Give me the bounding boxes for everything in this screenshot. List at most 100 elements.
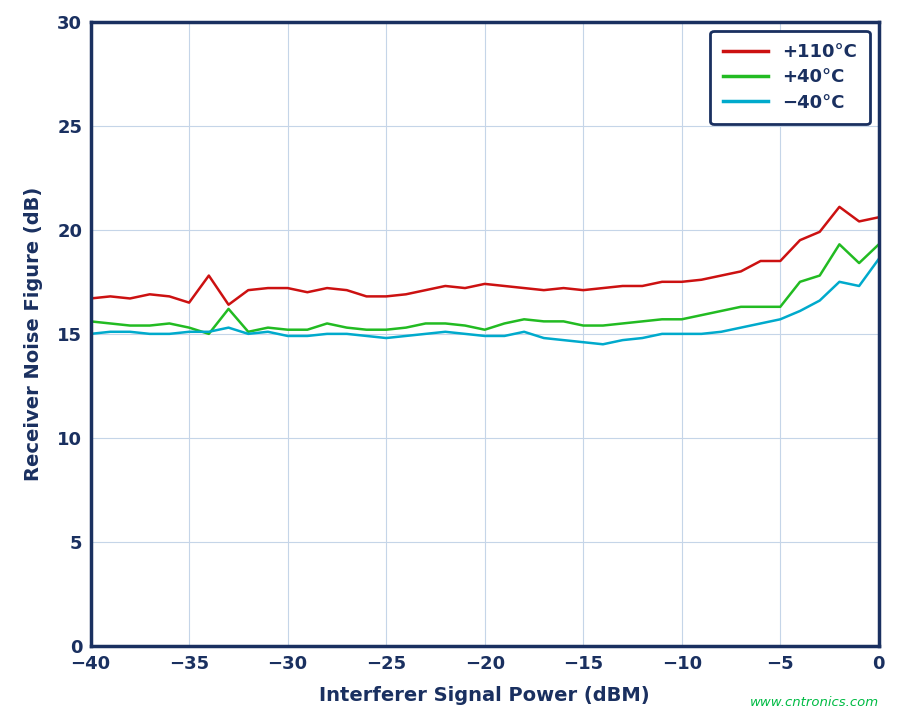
+40°C <box>676 315 687 324</box>
+40°C <box>775 302 786 311</box>
−40°C <box>756 319 766 327</box>
+110°C <box>499 281 510 290</box>
+110°C <box>637 281 648 290</box>
−40°C <box>203 327 214 336</box>
+110°C <box>322 284 333 292</box>
−40°C <box>775 315 786 324</box>
+110°C <box>164 292 175 301</box>
+110°C <box>459 284 470 292</box>
−40°C <box>853 281 864 290</box>
+40°C <box>302 325 313 334</box>
+110°C <box>756 256 766 265</box>
+40°C <box>479 325 490 334</box>
+110°C <box>518 284 529 292</box>
+110°C <box>263 284 274 292</box>
+40°C <box>282 325 293 334</box>
−40°C <box>716 327 727 336</box>
Line: +40°C: +40°C <box>91 244 879 334</box>
+40°C <box>105 319 116 327</box>
−40°C <box>676 330 687 338</box>
−40°C <box>420 330 431 338</box>
Line: +110°C: +110°C <box>91 207 879 304</box>
+110°C <box>716 271 727 280</box>
+40°C <box>558 317 569 326</box>
+40°C <box>696 311 707 320</box>
+110°C <box>676 277 687 286</box>
+40°C <box>459 321 470 330</box>
+40°C <box>578 321 589 330</box>
+40°C <box>439 319 450 327</box>
−40°C <box>184 327 195 336</box>
−40°C <box>873 255 884 264</box>
−40°C <box>263 327 274 336</box>
+40°C <box>223 304 234 313</box>
−40°C <box>479 332 490 340</box>
+40°C <box>598 321 609 330</box>
−40°C <box>518 327 529 336</box>
−40°C <box>322 330 333 338</box>
−40°C <box>223 323 234 332</box>
+110°C <box>124 294 135 303</box>
+110°C <box>598 284 609 292</box>
−40°C <box>814 297 825 305</box>
+40°C <box>657 315 668 324</box>
−40°C <box>696 330 707 338</box>
−40°C <box>795 307 805 315</box>
+110°C <box>736 267 747 276</box>
+110°C <box>144 290 155 299</box>
−40°C <box>736 323 747 332</box>
+110°C <box>558 284 569 292</box>
+40°C <box>263 323 274 332</box>
+40°C <box>814 271 825 280</box>
−40°C <box>282 332 293 340</box>
+40°C <box>400 323 411 332</box>
+110°C <box>203 271 214 280</box>
−40°C <box>400 332 411 340</box>
Y-axis label: Receiver Noise Figure (dB): Receiver Noise Figure (dB) <box>24 187 43 481</box>
+40°C <box>342 323 352 332</box>
+110°C <box>617 281 628 290</box>
+40°C <box>124 321 135 330</box>
+40°C <box>164 319 175 327</box>
+110°C <box>361 292 371 301</box>
+40°C <box>853 258 864 267</box>
+110°C <box>657 277 668 286</box>
+110°C <box>223 300 234 309</box>
+110°C <box>775 256 786 265</box>
+110°C <box>814 228 825 236</box>
−40°C <box>657 330 668 338</box>
+40°C <box>795 277 805 286</box>
−40°C <box>578 338 589 347</box>
−40°C <box>598 340 609 348</box>
+40°C <box>184 323 195 332</box>
−40°C <box>558 336 569 345</box>
+110°C <box>105 292 116 301</box>
−40°C <box>381 334 391 342</box>
−40°C <box>124 327 135 336</box>
+40°C <box>617 319 628 327</box>
+110°C <box>834 202 844 211</box>
+110°C <box>420 286 431 294</box>
+110°C <box>400 290 411 299</box>
+110°C <box>578 286 589 294</box>
+110°C <box>282 284 293 292</box>
+40°C <box>381 325 391 334</box>
−40°C <box>105 327 116 336</box>
+40°C <box>538 317 549 326</box>
−40°C <box>459 330 470 338</box>
+40°C <box>834 240 844 248</box>
+110°C <box>795 236 805 244</box>
−40°C <box>834 277 844 286</box>
+110°C <box>243 286 254 294</box>
+110°C <box>302 288 313 297</box>
X-axis label: Interferer Signal Power (dBM): Interferer Signal Power (dBM) <box>320 686 650 705</box>
+110°C <box>439 281 450 290</box>
+40°C <box>420 319 431 327</box>
+40°C <box>518 315 529 324</box>
+110°C <box>853 217 864 225</box>
+40°C <box>361 325 371 334</box>
+110°C <box>85 294 96 303</box>
+40°C <box>873 240 884 248</box>
−40°C <box>85 330 96 338</box>
Line: −40°C: −40°C <box>91 259 879 344</box>
